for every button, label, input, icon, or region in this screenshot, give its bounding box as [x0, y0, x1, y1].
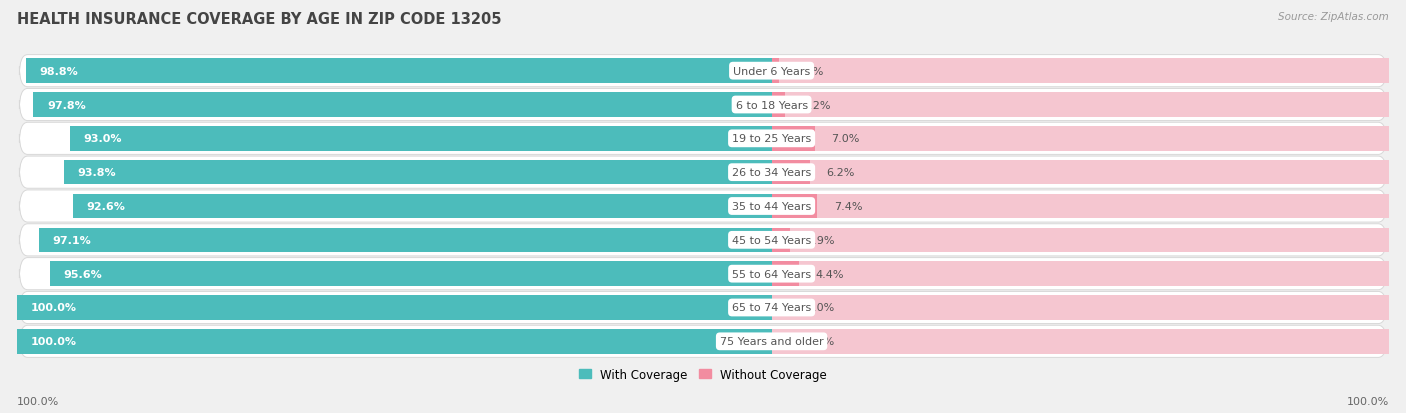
- Text: 2.9%: 2.9%: [806, 235, 835, 245]
- FancyBboxPatch shape: [20, 258, 1386, 290]
- Bar: [772, 59, 779, 84]
- Text: 7.0%: 7.0%: [831, 134, 859, 144]
- Bar: [772, 228, 790, 252]
- Text: 2.2%: 2.2%: [801, 100, 830, 110]
- Text: HEALTH INSURANCE COVERAGE BY AGE IN ZIP CODE 13205: HEALTH INSURANCE COVERAGE BY AGE IN ZIP …: [17, 12, 502, 27]
- Bar: [17, 296, 772, 320]
- Text: 0.0%: 0.0%: [806, 303, 834, 313]
- Text: 7.4%: 7.4%: [834, 202, 862, 211]
- Bar: [34, 93, 772, 117]
- Text: 26 to 34 Years: 26 to 34 Years: [733, 168, 811, 178]
- Text: 92.6%: 92.6%: [86, 202, 125, 211]
- FancyBboxPatch shape: [20, 292, 1386, 324]
- Text: 98.8%: 98.8%: [39, 66, 79, 76]
- Bar: [772, 262, 1389, 286]
- Text: 97.1%: 97.1%: [52, 235, 91, 245]
- Text: 75 Years and older: 75 Years and older: [720, 337, 824, 347]
- Bar: [73, 195, 772, 218]
- Bar: [772, 195, 817, 218]
- Bar: [772, 59, 1389, 84]
- Text: 93.8%: 93.8%: [77, 168, 117, 178]
- Bar: [772, 93, 1389, 117]
- Bar: [772, 329, 1389, 354]
- Text: 4.4%: 4.4%: [815, 269, 844, 279]
- Bar: [39, 228, 772, 252]
- FancyBboxPatch shape: [20, 190, 1386, 223]
- Text: 65 to 74 Years: 65 to 74 Years: [733, 303, 811, 313]
- Bar: [63, 161, 772, 185]
- Text: 100.0%: 100.0%: [17, 396, 59, 406]
- Text: 45 to 54 Years: 45 to 54 Years: [733, 235, 811, 245]
- Bar: [772, 228, 1389, 252]
- Text: Under 6 Years: Under 6 Years: [733, 66, 810, 76]
- Bar: [772, 262, 799, 286]
- FancyBboxPatch shape: [20, 224, 1386, 256]
- Text: 97.8%: 97.8%: [48, 100, 86, 110]
- FancyBboxPatch shape: [20, 157, 1386, 189]
- Text: 100.0%: 100.0%: [31, 303, 76, 313]
- Bar: [772, 296, 1389, 320]
- Bar: [772, 161, 1389, 185]
- Bar: [17, 329, 772, 354]
- Text: 0.0%: 0.0%: [806, 337, 834, 347]
- Bar: [772, 93, 785, 117]
- FancyBboxPatch shape: [20, 89, 1386, 121]
- Bar: [25, 59, 772, 84]
- Text: 93.0%: 93.0%: [83, 134, 122, 144]
- FancyBboxPatch shape: [20, 123, 1386, 155]
- Legend: With Coverage, Without Coverage: With Coverage, Without Coverage: [574, 363, 832, 386]
- Bar: [772, 161, 810, 185]
- FancyBboxPatch shape: [20, 325, 1386, 358]
- Bar: [70, 127, 772, 151]
- Bar: [772, 195, 1389, 218]
- Text: Source: ZipAtlas.com: Source: ZipAtlas.com: [1278, 12, 1389, 22]
- Text: 100.0%: 100.0%: [1347, 396, 1389, 406]
- Text: 100.0%: 100.0%: [31, 337, 76, 347]
- Text: 95.6%: 95.6%: [63, 269, 103, 279]
- Bar: [51, 262, 772, 286]
- Text: 35 to 44 Years: 35 to 44 Years: [733, 202, 811, 211]
- Bar: [772, 127, 1389, 151]
- Text: 6 to 18 Years: 6 to 18 Years: [735, 100, 807, 110]
- Text: 1.2%: 1.2%: [796, 66, 824, 76]
- FancyBboxPatch shape: [20, 55, 1386, 88]
- Bar: [772, 127, 815, 151]
- Text: 6.2%: 6.2%: [827, 168, 855, 178]
- Text: 19 to 25 Years: 19 to 25 Years: [733, 134, 811, 144]
- Text: 55 to 64 Years: 55 to 64 Years: [733, 269, 811, 279]
